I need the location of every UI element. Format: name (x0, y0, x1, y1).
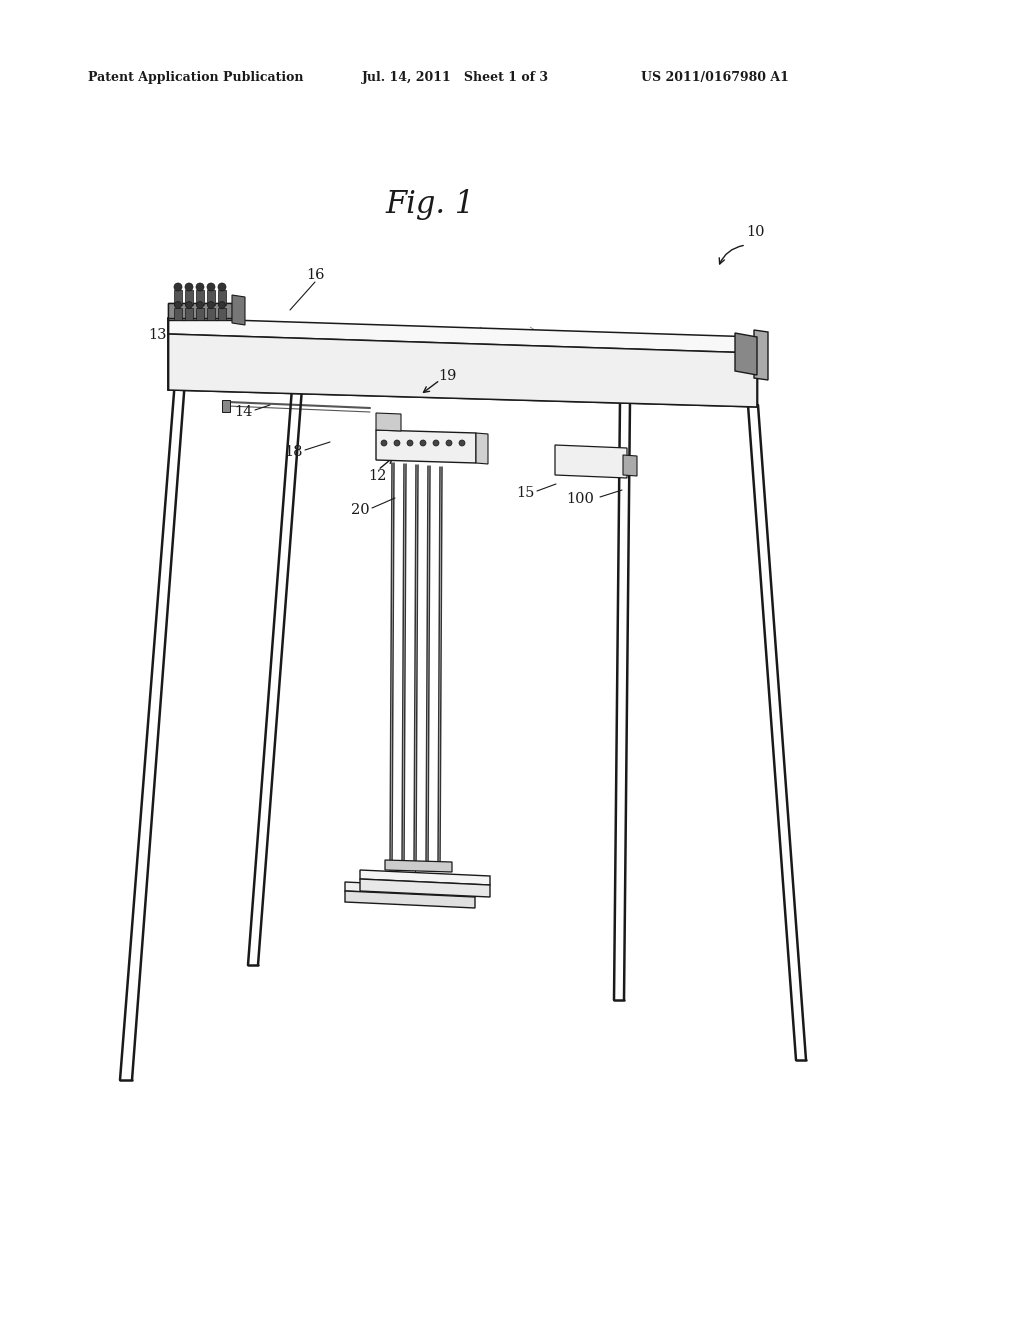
Text: 18: 18 (284, 445, 302, 459)
Circle shape (433, 440, 439, 446)
Circle shape (174, 301, 181, 309)
Text: US 2011/0167980 A1: US 2011/0167980 A1 (641, 71, 788, 84)
Polygon shape (376, 413, 401, 432)
Polygon shape (476, 433, 488, 465)
Circle shape (208, 301, 214, 309)
Text: Jul. 14, 2011   Sheet 1 of 3: Jul. 14, 2011 Sheet 1 of 3 (362, 71, 549, 84)
Polygon shape (345, 882, 475, 898)
Polygon shape (207, 290, 215, 305)
Polygon shape (376, 430, 476, 463)
Polygon shape (754, 330, 768, 380)
Polygon shape (385, 861, 452, 873)
Polygon shape (168, 304, 232, 319)
Circle shape (185, 301, 193, 309)
Circle shape (207, 282, 215, 290)
Polygon shape (222, 400, 230, 412)
Text: 10: 10 (745, 224, 764, 239)
Text: 19: 19 (438, 370, 456, 383)
Polygon shape (207, 308, 215, 319)
Polygon shape (174, 290, 182, 305)
Circle shape (185, 282, 193, 290)
Text: Fig. 1: Fig. 1 (385, 190, 475, 220)
Polygon shape (218, 308, 226, 319)
Circle shape (446, 440, 452, 446)
Circle shape (420, 440, 426, 446)
Circle shape (218, 301, 225, 309)
Polygon shape (196, 308, 204, 319)
Text: Patent Application Publication: Patent Application Publication (88, 71, 303, 84)
Polygon shape (185, 290, 193, 305)
Circle shape (218, 282, 226, 290)
Polygon shape (196, 290, 204, 305)
Text: 15: 15 (516, 486, 535, 500)
Polygon shape (360, 870, 490, 884)
Text: 20: 20 (350, 503, 370, 517)
Polygon shape (345, 891, 475, 908)
Polygon shape (168, 318, 757, 352)
Polygon shape (623, 455, 637, 477)
Polygon shape (735, 333, 757, 375)
Circle shape (394, 440, 400, 446)
Polygon shape (218, 290, 226, 305)
Text: 100: 100 (566, 492, 594, 506)
Circle shape (381, 440, 387, 446)
Polygon shape (555, 445, 627, 478)
Circle shape (174, 282, 182, 290)
Circle shape (197, 301, 204, 309)
Polygon shape (360, 879, 490, 898)
Circle shape (407, 440, 413, 446)
Polygon shape (174, 308, 182, 319)
Circle shape (196, 282, 204, 290)
Text: 14: 14 (233, 405, 252, 418)
Polygon shape (185, 308, 193, 319)
Circle shape (459, 440, 465, 446)
Polygon shape (232, 294, 245, 325)
Text: 13: 13 (148, 327, 167, 342)
Text: 16: 16 (306, 268, 325, 282)
Polygon shape (168, 334, 757, 407)
Polygon shape (168, 304, 232, 318)
Text: 12: 12 (368, 469, 386, 483)
